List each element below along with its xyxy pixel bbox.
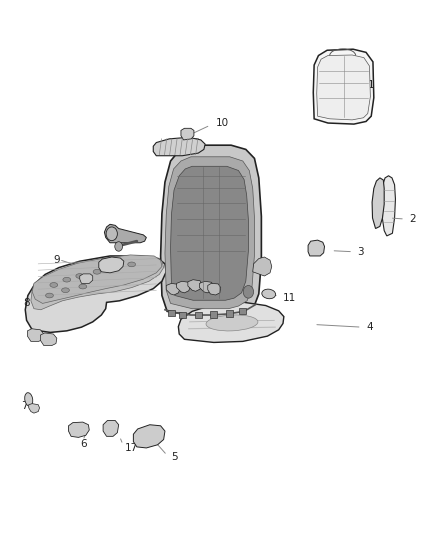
Polygon shape — [308, 240, 325, 256]
Ellipse shape — [25, 393, 33, 406]
Text: 5: 5 — [171, 453, 178, 463]
Polygon shape — [166, 284, 180, 295]
Ellipse shape — [79, 284, 87, 289]
Polygon shape — [208, 284, 221, 295]
Polygon shape — [80, 274, 93, 284]
Polygon shape — [28, 329, 44, 342]
Text: 8: 8 — [24, 298, 30, 309]
Ellipse shape — [128, 262, 135, 266]
Text: 17: 17 — [125, 443, 138, 454]
Bar — [179, 312, 186, 318]
Text: 10: 10 — [215, 118, 229, 128]
Polygon shape — [99, 257, 124, 273]
Polygon shape — [317, 55, 371, 120]
Text: 7: 7 — [21, 401, 28, 411]
Ellipse shape — [76, 273, 84, 278]
Bar — [239, 308, 246, 314]
Circle shape — [106, 227, 117, 241]
Bar — [195, 312, 202, 318]
Ellipse shape — [50, 282, 58, 287]
Ellipse shape — [110, 265, 118, 270]
Polygon shape — [104, 224, 146, 243]
Ellipse shape — [93, 269, 101, 274]
Polygon shape — [372, 178, 384, 229]
Circle shape — [115, 241, 123, 251]
Circle shape — [243, 286, 254, 298]
Polygon shape — [31, 257, 164, 310]
Polygon shape — [188, 280, 202, 292]
Polygon shape — [103, 421, 119, 437]
Polygon shape — [165, 157, 254, 309]
Polygon shape — [181, 128, 194, 140]
Ellipse shape — [63, 277, 71, 282]
Ellipse shape — [62, 288, 69, 293]
Bar — [226, 310, 233, 317]
Text: 2: 2 — [409, 214, 416, 224]
Text: 3: 3 — [357, 247, 364, 257]
Polygon shape — [32, 255, 162, 303]
Text: 11: 11 — [283, 293, 296, 303]
Polygon shape — [68, 422, 89, 438]
Ellipse shape — [46, 293, 53, 298]
Polygon shape — [382, 176, 396, 236]
Polygon shape — [161, 145, 261, 315]
Polygon shape — [25, 256, 166, 333]
Ellipse shape — [206, 315, 258, 331]
Polygon shape — [177, 281, 191, 293]
Bar — [168, 310, 175, 316]
Polygon shape — [153, 138, 205, 156]
Polygon shape — [40, 333, 57, 345]
Polygon shape — [29, 403, 39, 413]
Text: 1: 1 — [368, 79, 375, 90]
Text: 9: 9 — [54, 255, 60, 265]
Text: 6: 6 — [80, 439, 86, 449]
Polygon shape — [253, 257, 272, 276]
Polygon shape — [170, 166, 248, 300]
Polygon shape — [178, 302, 284, 342]
Text: 4: 4 — [366, 322, 373, 332]
Bar — [210, 311, 217, 318]
Polygon shape — [313, 49, 374, 124]
Polygon shape — [188, 139, 201, 150]
Ellipse shape — [262, 289, 276, 298]
Polygon shape — [134, 425, 165, 448]
Polygon shape — [200, 281, 213, 293]
